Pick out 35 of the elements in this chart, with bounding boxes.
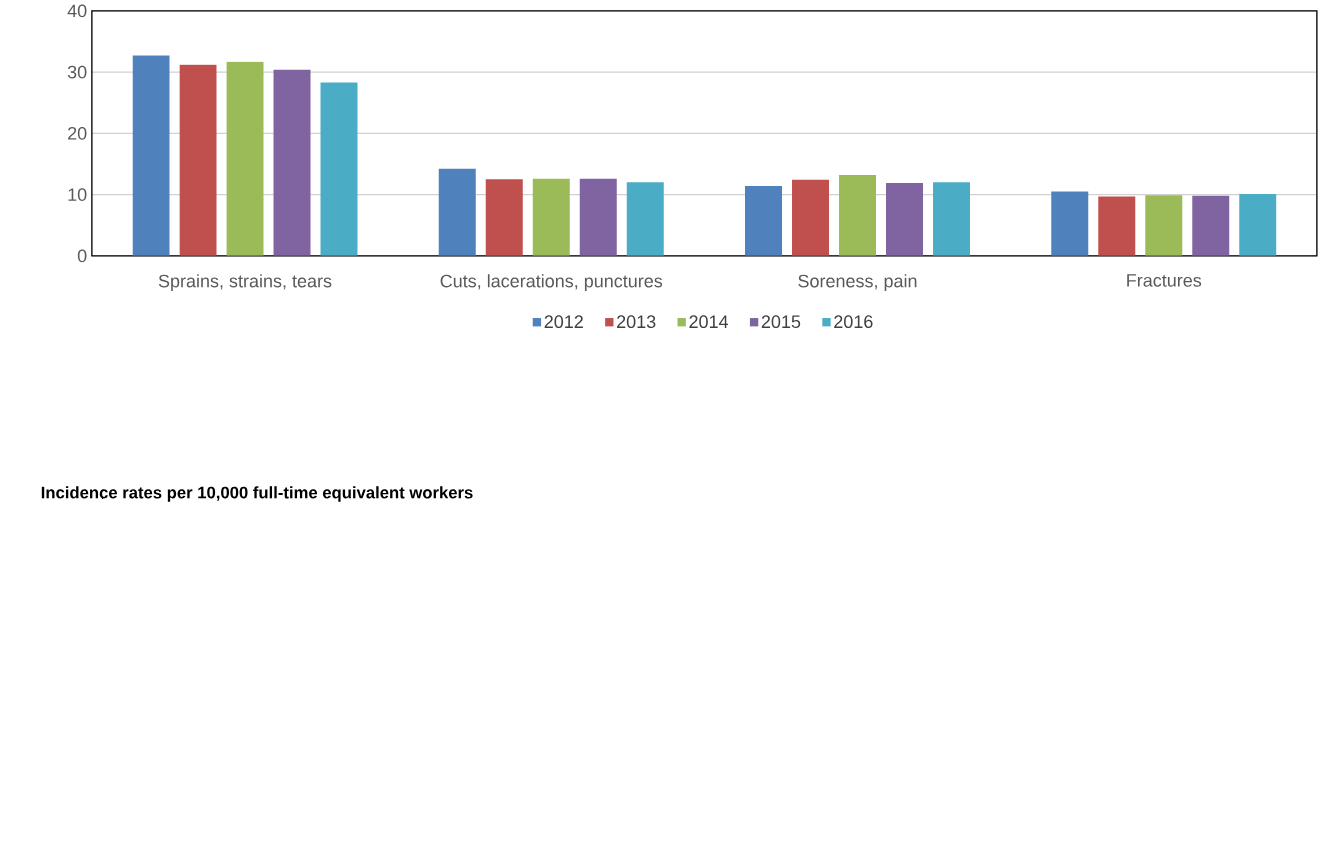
bar [532,178,570,256]
bar [1239,193,1277,256]
legend-label: 2014 [689,315,729,329]
bar [320,82,358,256]
x-tick-label: Sprains, strains, tears [158,274,332,292]
bar [438,168,476,256]
bar [226,61,264,256]
bar [626,182,664,256]
bar [132,55,170,256]
bar [745,186,783,256]
bar [839,174,877,256]
y-tick-label: 40 [67,4,87,18]
y-tick-label: 20 [68,126,87,140]
legend-label: 2012 [544,315,583,329]
bar [933,182,971,256]
bar [1145,195,1183,256]
bar [273,69,311,256]
bar [1192,195,1230,256]
bar [485,179,523,256]
bar [579,178,617,256]
y-tick-label: 10 [68,188,87,201]
bar [1051,191,1089,256]
y-tick-label: 30 [67,65,87,79]
x-tick-label: Fractures [1127,274,1202,287]
legend-label: 2015 [761,315,801,329]
text: Incidence rates per 10,000 full-time equivalent workers [41,486,473,502]
legend-label: 2013 [617,315,656,329]
bar [1098,196,1136,256]
bar [792,179,830,256]
bar [886,182,924,256]
x-tick-label: Soreness, pain [798,274,917,292]
bar [179,64,217,256]
legend-label: 2016 [834,315,873,329]
y-tick-label: 0 [77,249,87,263]
x-tick-label: Cuts, lacerations, punctures [440,274,663,292]
